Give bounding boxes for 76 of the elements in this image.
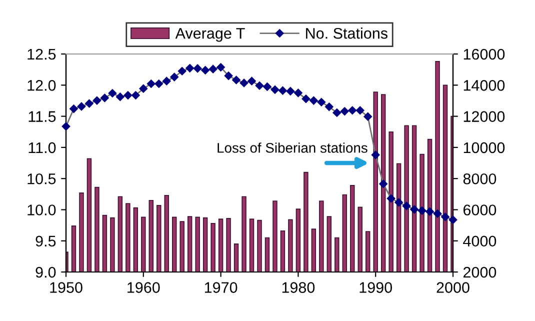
y2-tick-label: 12000 [464, 111, 505, 122]
point [132, 91, 140, 100]
point [170, 72, 178, 82]
point [232, 76, 240, 84]
y2-tick-label: 6000 [464, 204, 496, 216]
y-tick-label: 10.0 [28, 204, 56, 216]
point [77, 102, 86, 111]
x-tick-label: 2000 [436, 282, 470, 293]
point [325, 102, 334, 111]
y-tick-label: 10.5 [28, 173, 56, 184]
point [216, 63, 225, 72]
point [286, 87, 295, 96]
point [62, 122, 70, 131]
point [402, 202, 411, 210]
annotation: Loss of Siberian stations [218, 142, 368, 153]
point [92, 96, 102, 105]
point [448, 216, 458, 224]
point [426, 207, 434, 216]
point [108, 89, 117, 98]
point [433, 209, 442, 218]
point [147, 80, 156, 88]
point [356, 106, 364, 114]
point [178, 66, 186, 76]
point [263, 82, 272, 91]
y2-tick-label: 14000 [464, 80, 505, 91]
point [278, 86, 287, 95]
y-tick-label: 9.5 [36, 236, 56, 247]
point [70, 104, 78, 113]
point [340, 107, 349, 116]
y-tick-label: 11.5 [28, 111, 56, 122]
point [255, 81, 264, 90]
point [379, 180, 388, 188]
point [208, 64, 218, 74]
point [248, 76, 256, 86]
point [386, 194, 396, 203]
point [240, 78, 248, 88]
point [394, 198, 403, 207]
point [154, 80, 164, 88]
point [371, 150, 380, 160]
y2-tick-label: 2000 [463, 266, 496, 278]
point [224, 72, 233, 80]
point [441, 212, 450, 222]
point [294, 88, 302, 98]
point [310, 96, 318, 105]
point [139, 84, 148, 93]
y2-tick-label: 8000 [463, 173, 496, 184]
legend-label: Average T [175, 28, 245, 42]
x-tick-label: 1970 [204, 282, 238, 293]
y-tick-label: 12.0 [28, 80, 56, 91]
y2-tick-label: 10000 [464, 142, 505, 154]
point [317, 98, 326, 106]
y2-tick-label: 4000 [463, 236, 496, 247]
point [364, 112, 372, 121]
point [201, 66, 210, 74]
point [85, 99, 94, 108]
point [418, 206, 426, 215]
x-tick-label: 1950 [50, 282, 82, 293]
point [270, 86, 280, 94]
point [100, 94, 109, 102]
y2-tick-label: 16000 [464, 48, 505, 60]
point [302, 94, 310, 103]
point [410, 205, 418, 214]
point [348, 106, 357, 114]
point [332, 108, 342, 117]
x-tick-label: 1990 [360, 282, 392, 293]
point [186, 64, 194, 72]
x-tick-label: 1980 [282, 282, 315, 293]
point [193, 64, 202, 73]
y-tick-label: 11.0 [28, 142, 56, 154]
x-tick-label: 1960 [128, 282, 160, 293]
point [116, 92, 124, 101]
y-tick-label: 9.0 [36, 266, 56, 278]
point [124, 91, 132, 100]
y-tick-label: 12.5 [28, 48, 56, 60]
legend-label: No. Stations [306, 28, 388, 39]
point [162, 76, 171, 86]
